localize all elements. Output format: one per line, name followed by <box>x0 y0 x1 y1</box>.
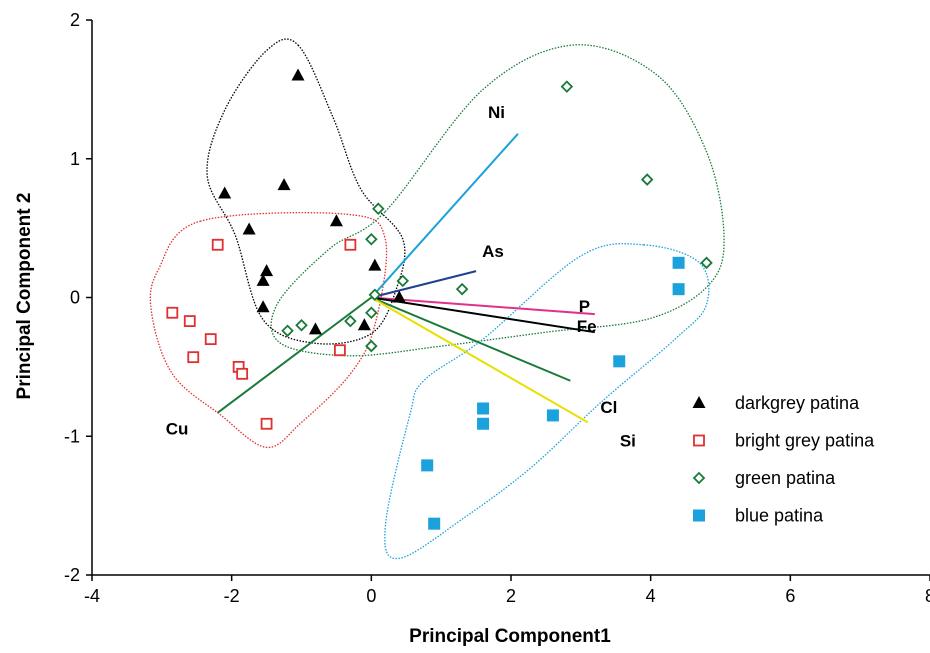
darkgrey-patina-point <box>368 258 382 271</box>
vector-label-ni: Ni <box>488 103 505 122</box>
bright-grey-patina-outline <box>149 212 388 449</box>
x-tick-label: -4 <box>84 586 100 606</box>
legend-marker-green-patina <box>692 471 706 485</box>
bright-grey-patina-point <box>211 238 224 251</box>
x-tick-label: 4 <box>646 586 656 606</box>
vector-label-fe: Fe <box>577 317 597 336</box>
vector-fe <box>371 296 595 334</box>
legend-marker-bright-grey-patina <box>693 434 705 447</box>
green-patina-point <box>365 306 378 320</box>
green-patina-point <box>640 173 654 186</box>
bright-grey-patina-point <box>344 238 357 251</box>
legend-label: blue patina <box>735 506 824 526</box>
vector-as <box>371 270 477 299</box>
blue-patina-point <box>613 355 626 368</box>
darkgrey-patina-point <box>256 300 270 313</box>
bright-grey-patina-series <box>166 238 357 430</box>
vector-label-cl: Cl <box>600 398 617 417</box>
legend-label: darkgrey patina <box>735 393 860 413</box>
blue-patina-point <box>421 459 434 472</box>
green-patina-point <box>700 256 713 270</box>
vector-p <box>371 296 595 316</box>
y-tick-label: -2 <box>64 565 80 585</box>
green-patina-point <box>365 339 378 353</box>
blue-patina-point <box>428 517 441 530</box>
green-patina-point <box>365 232 378 246</box>
bright-grey-patina-point <box>187 351 200 364</box>
blue-patina-point <box>672 256 685 269</box>
legend-label: bright grey patina <box>735 431 875 451</box>
data-points <box>166 68 713 530</box>
darkgrey-patina-point <box>256 273 270 286</box>
y-tick-label: 0 <box>70 288 80 308</box>
vector-cl <box>370 296 571 382</box>
blue-patina-outline <box>384 243 710 560</box>
green-patina-point <box>281 324 294 338</box>
darkgrey-patina-point <box>329 214 343 227</box>
green-patina-point <box>372 202 385 215</box>
darkgrey-patina-point <box>392 290 406 303</box>
green-patina-point <box>455 282 469 296</box>
bright-grey-patina-point <box>204 333 217 346</box>
bright-grey-patina-point <box>166 306 179 319</box>
darkgrey-patina-point <box>260 264 274 277</box>
darkgrey-patina-series <box>218 68 406 335</box>
blue-patina-series <box>421 256 685 530</box>
x-tick-label: 6 <box>785 586 795 606</box>
legend-item: bright grey patina <box>693 431 875 451</box>
y-tick-label: -1 <box>64 426 80 446</box>
blue-patina-point <box>477 417 490 430</box>
y-tick-label: 2 <box>70 10 80 30</box>
legend-marker-darkgrey-patina <box>692 396 706 408</box>
loading-vectors <box>217 133 595 424</box>
green-patina-point <box>560 80 574 93</box>
vector-label-si: Si <box>620 431 636 450</box>
y-axis-title: Principal Component 2 <box>14 193 35 400</box>
blue-patina-point <box>477 402 490 415</box>
blue-patina-point <box>672 283 685 296</box>
vector-label-as: As <box>482 242 504 261</box>
bright-grey-patina-point <box>334 344 346 357</box>
green-patina-point <box>368 288 382 301</box>
vector-label-p: P <box>579 297 590 316</box>
bright-grey-patina-point <box>183 315 196 327</box>
vector-label-cu: Cu <box>166 420 189 439</box>
vector-cu <box>217 296 372 414</box>
legend-item: darkgrey patina <box>692 393 860 413</box>
axes <box>91 20 930 576</box>
bright-grey-patina-point <box>236 367 249 380</box>
x-tick-label: -2 <box>224 586 240 606</box>
legend-label: green patina <box>735 468 836 488</box>
vector-ni <box>370 133 519 299</box>
legend-item: green patina <box>692 468 836 488</box>
green-patina-point <box>344 314 357 328</box>
darkgrey-patina-point <box>242 222 256 235</box>
darkgrey-patina-point <box>218 186 232 199</box>
x-tick-label: 0 <box>366 586 376 606</box>
vector-si <box>370 296 589 424</box>
legend-marker-blue-patina <box>693 509 705 522</box>
green-patina-series <box>281 80 713 353</box>
group-outlines <box>149 38 725 560</box>
darkgrey-patina-outline <box>206 38 406 345</box>
legend: darkgrey patina bright grey patina green p… <box>692 393 875 526</box>
darkgrey-patina-point <box>291 68 305 81</box>
x-tick-label: 2 <box>506 586 516 606</box>
darkgrey-patina-point <box>277 178 291 191</box>
green-patina-outline <box>270 44 725 357</box>
bright-grey-patina-point <box>260 417 273 430</box>
darkgrey-patina-point <box>357 318 371 331</box>
x-axis-title: Principal Component1 <box>409 626 611 647</box>
legend-item: blue patina <box>693 506 824 526</box>
y-tick-label: 1 <box>70 149 80 169</box>
darkgrey-patina-point <box>308 322 322 335</box>
blue-patina-point <box>546 409 559 422</box>
x-tick-label: 8 <box>925 586 930 606</box>
green-patina-point <box>396 274 410 288</box>
green-patina-point <box>295 318 308 332</box>
